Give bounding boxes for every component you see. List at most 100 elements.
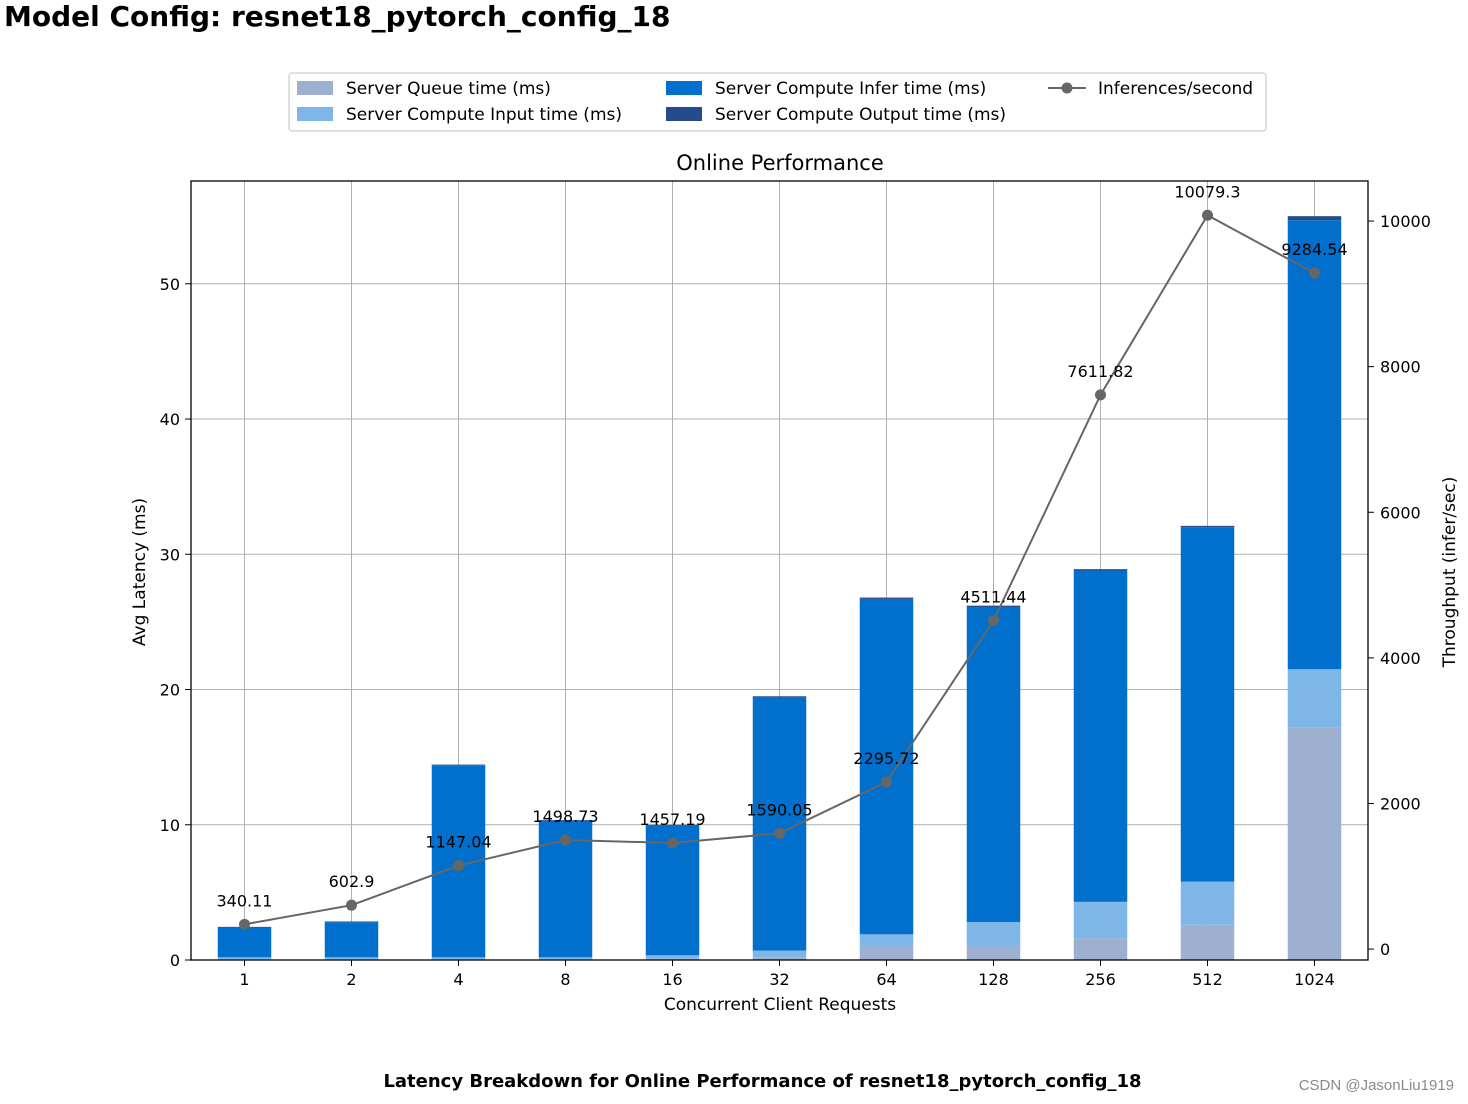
throughput-data-label: 340.11	[217, 891, 273, 910]
throughput-data-label: 7611.82	[1067, 362, 1133, 381]
bar-segment	[538, 820, 593, 821]
stacked-bars	[217, 216, 1342, 960]
legend: Server Queue time (ms) Server Compute Inp…	[288, 72, 1267, 132]
x-tick-label: 16	[662, 970, 682, 989]
bar-segment	[1073, 901, 1128, 939]
bar-segment	[645, 824, 700, 826]
bar-segment	[752, 696, 807, 698]
bar-segment	[1287, 669, 1342, 728]
throughput-data-label: 2295.72	[853, 749, 919, 768]
y-tick-label: 40	[160, 410, 180, 429]
throughput-data-label: 9284.54	[1281, 240, 1347, 259]
bar-segment	[1287, 727, 1342, 960]
y2-tick-label: 6000	[1380, 503, 1421, 522]
page-title: Model Config: resnet18_pytorch_config_18	[4, 0, 671, 33]
bar-segment	[966, 922, 1021, 947]
bar-segment	[859, 598, 914, 935]
bar-segment	[966, 946, 1021, 960]
bar-segment	[217, 927, 272, 958]
x-tick-label: 256	[1085, 970, 1116, 989]
bar-segment	[859, 934, 914, 947]
bar-segment	[966, 605, 1021, 608]
throughput-point	[988, 615, 999, 627]
bar-segment	[645, 958, 700, 960]
y2-axis-label: Throughput (infer/sec)	[1440, 477, 1460, 669]
throughput-line: 340.11 602.9 1147.04 1498.73 1457.19 1590.05 2…	[217, 182, 1348, 930]
y-tick-label: 50	[160, 275, 180, 294]
bar-segment	[431, 957, 486, 960]
throughput-data-label: 1457.19	[639, 810, 705, 829]
bar-segment	[324, 957, 379, 960]
throughput-data-label: 1147.04	[425, 833, 491, 852]
x-tick-label: 1	[239, 970, 249, 989]
legend-label: Inferences/second	[1098, 79, 1253, 99]
bar-segment	[966, 607, 1021, 923]
throughput-point	[667, 837, 678, 849]
legend-label: Server Compute Input time (ms)	[346, 105, 622, 125]
bar-segment	[1073, 570, 1128, 902]
throughput-point	[239, 918, 250, 930]
bar-segment	[752, 950, 807, 958]
x-tick-label: 64	[876, 970, 896, 989]
y-tick-label: 20	[160, 681, 180, 700]
chart-title: Online Performance	[676, 151, 884, 175]
axes: 1 2 4 8 16 32 64 128 256 512 1024 0 10 20 30 40 50 0 2000 4…	[160, 180, 1431, 989]
throughput-point	[1309, 267, 1320, 279]
y-tick-label: 10	[160, 816, 180, 835]
x-tick-label: 4	[453, 970, 463, 989]
bar-segment	[538, 957, 593, 960]
throughput-point	[560, 834, 571, 846]
y2-tick-label: 10000	[1380, 212, 1431, 231]
figure-caption: Latency Breakdown for Online Performance…	[383, 1071, 1142, 1092]
throughput-data-label: 1498.73	[532, 807, 598, 826]
bar-segment	[752, 957, 807, 960]
bar-segment	[1180, 527, 1235, 882]
x-tick-label: 1024	[1294, 970, 1335, 989]
y2-tick-label: 2000	[1380, 794, 1421, 813]
y-axis-label: Avg Latency (ms)	[130, 498, 150, 646]
bar-segment	[1287, 220, 1342, 670]
x-tick-label: 128	[978, 970, 1009, 989]
bar-segment	[324, 922, 379, 958]
bar-segment	[217, 957, 272, 960]
throughput-data-label: 4511.44	[960, 588, 1026, 607]
y2-tick-label: 4000	[1380, 649, 1421, 668]
bar-segment	[1180, 881, 1235, 925]
legend-label: Server Queue time (ms)	[346, 79, 551, 99]
bar-segment	[324, 921, 379, 923]
throughput-point	[774, 827, 785, 839]
legend-swatch	[297, 107, 333, 121]
throughput-point	[346, 899, 357, 911]
x-tick-label: 512	[1192, 970, 1223, 989]
throughput-data-label: 602.9	[329, 872, 375, 891]
legend-label: Server Compute Infer time (ms)	[715, 79, 986, 99]
bar-segment	[645, 955, 700, 959]
legend-box	[288, 72, 1267, 132]
throughput-data-label: 1590.05	[746, 800, 812, 819]
bar-segment	[859, 946, 914, 960]
bar-segment	[1180, 525, 1235, 528]
bar-segment	[859, 597, 914, 599]
legend-label: Server Compute Output time (ms)	[715, 105, 1006, 125]
legend-line-marker	[1061, 82, 1073, 94]
throughput-data-label: 10079.3	[1174, 182, 1240, 201]
x-tick-label: 2	[346, 970, 356, 989]
y-tick-label: 0	[170, 951, 180, 970]
throughput-point	[1095, 389, 1106, 401]
legend-swatch	[297, 81, 333, 95]
legend-swatch	[666, 107, 702, 121]
y2-tick-label: 0	[1380, 940, 1390, 959]
watermark: CSDN @JasonLiu1919	[1298, 1077, 1454, 1094]
bar-segment	[1180, 924, 1235, 960]
y2-tick-label: 8000	[1380, 358, 1421, 377]
x-axis-label: Concurrent Client Requests	[664, 995, 896, 1015]
throughput-point	[1202, 209, 1213, 221]
bar-segment	[431, 764, 486, 766]
bar-segment	[1073, 938, 1128, 960]
throughput-point	[881, 776, 892, 788]
x-tick-label: 32	[769, 970, 789, 989]
bar-segment	[1073, 569, 1128, 571]
throughput-point	[453, 860, 464, 872]
x-tick-label: 8	[560, 970, 570, 989]
